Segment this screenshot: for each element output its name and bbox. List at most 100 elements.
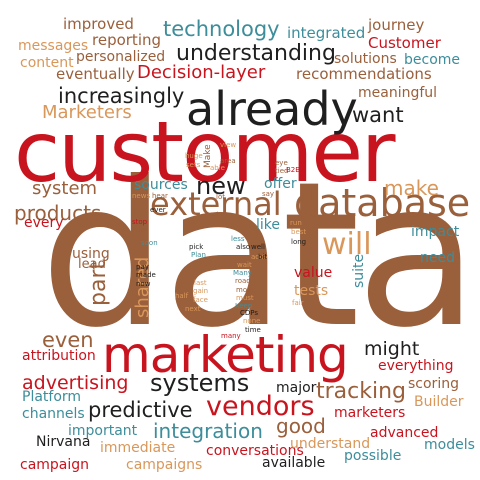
word-like: like	[256, 217, 281, 233]
word-available: available	[262, 455, 326, 471]
word-understand: understand	[290, 436, 371, 452]
word-channels: channels	[22, 406, 85, 422]
word-recommendations: recommendations	[296, 65, 432, 83]
word-improved: improved	[63, 15, 134, 33]
word-advertising: advertising	[22, 372, 129, 394]
word-b2b: B2B	[286, 166, 301, 174]
word-systems: systems	[150, 369, 250, 397]
word-must: must	[236, 294, 254, 302]
word-increasingly: increasingly	[58, 84, 185, 108]
word-long: long	[291, 238, 307, 246]
word-value: value	[294, 265, 333, 281]
word-tests: tests	[294, 283, 329, 299]
word-lead: lead	[78, 257, 106, 272]
word-able: able	[210, 164, 225, 172]
word-every: every	[24, 215, 64, 231]
word-new: new	[196, 172, 246, 200]
word-view: view	[220, 141, 237, 149]
word-last: last	[194, 279, 207, 287]
word-conversations: conversations	[206, 443, 304, 459]
word-marketing: marketing	[102, 326, 349, 384]
word-also: also	[236, 243, 251, 251]
word-products: products	[14, 201, 102, 225]
word-technology: technology	[163, 17, 280, 41]
word-make: make	[384, 176, 439, 200]
word-john: John	[132, 226, 148, 234]
word-ever: ever	[150, 206, 166, 214]
word-immediate: immediate	[100, 440, 176, 456]
word-now: now	[136, 280, 151, 288]
word-wait: wait	[237, 261, 252, 269]
word-journey: journey	[368, 16, 425, 34]
word-content: content	[20, 55, 74, 71]
word-will: will	[322, 227, 372, 262]
word-less: less	[231, 235, 245, 243]
word-sources: sources	[134, 177, 188, 193]
word-database: database	[294, 181, 471, 225]
word-marketers-cap: Marketers	[42, 102, 132, 123]
word-might: might	[364, 338, 420, 360]
word-gain: gain	[193, 287, 209, 295]
word-offer: offer	[264, 176, 297, 192]
word-area: area	[220, 157, 236, 165]
word-next: next	[185, 305, 201, 313]
word-marketers: marketers	[334, 405, 406, 421]
word-pick: pick	[189, 243, 204, 251]
word-well: well	[251, 243, 265, 251]
word-keep: Keep	[235, 302, 253, 310]
word-hear: hear	[152, 192, 168, 200]
word-everything: everything	[378, 358, 454, 374]
word-already: already	[186, 82, 358, 136]
word-customer-cap: Customer	[368, 34, 441, 52]
word-best: best	[291, 228, 307, 236]
word-campaigns: campaigns	[126, 457, 203, 473]
word-impact: impact	[411, 224, 460, 240]
word-made: made	[136, 271, 156, 279]
word-campaign: campaign	[20, 457, 90, 473]
word-huge: huge	[185, 152, 203, 160]
word-eye: eye	[275, 159, 288, 167]
word-eventually: eventually	[56, 65, 135, 83]
word-reporting: reporting	[92, 31, 162, 49]
word-sets: sets	[186, 161, 201, 169]
word-scoring: scoring	[408, 376, 459, 392]
word-stop: stop	[132, 218, 148, 226]
word-road: road	[235, 277, 251, 285]
word-want: want	[352, 103, 404, 127]
word-move: move	[236, 286, 256, 294]
word-advanced: advanced	[370, 425, 439, 441]
word-attribution: attribution	[22, 348, 96, 364]
word-personalized: personalized	[76, 49, 166, 65]
word-tracking: tracking	[316, 379, 407, 404]
word-become: become	[404, 52, 461, 68]
word-news: news	[132, 192, 151, 200]
word-nirvana: Nirvana	[36, 434, 91, 450]
word-messages: messages	[18, 38, 89, 54]
word-half: half	[175, 292, 189, 300]
word-many: Many	[233, 269, 252, 277]
word-many-small: many	[221, 332, 241, 340]
word-good: good	[276, 414, 326, 438]
word-tied: tied	[275, 167, 289, 175]
word-plan: Plan	[191, 251, 206, 259]
word-system: system	[32, 178, 98, 199]
word-decision-layer: Decision-layer	[137, 62, 266, 83]
word-major: major	[276, 380, 317, 396]
word-soon: soon	[141, 239, 158, 247]
word-time: time	[245, 326, 261, 334]
word-models: models	[424, 437, 475, 453]
word-data: data	[40, 139, 478, 372]
word-cdps: CDPs	[240, 309, 259, 317]
word-bit: bit	[258, 253, 268, 261]
word-say: say	[262, 190, 275, 198]
word-vendors: vendors	[206, 391, 315, 422]
word-important: important	[68, 423, 138, 439]
word-external: external	[150, 185, 282, 223]
word-customer: customer	[14, 103, 396, 201]
word-using: using	[72, 246, 110, 262]
word-none: none	[243, 317, 261, 325]
word-predictive: predictive	[88, 398, 193, 422]
word-fair: fair	[292, 299, 304, 307]
word-run: run	[290, 219, 302, 227]
word-integration: integration	[153, 419, 263, 443]
